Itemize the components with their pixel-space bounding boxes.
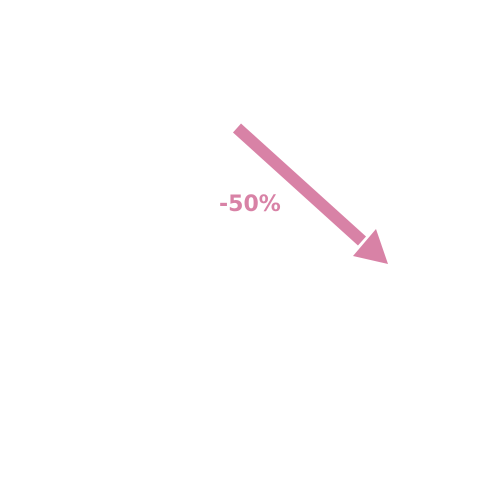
arrow-head xyxy=(353,229,388,264)
arrow-shaft xyxy=(232,123,367,246)
percent-change-label: -50% xyxy=(219,192,281,217)
